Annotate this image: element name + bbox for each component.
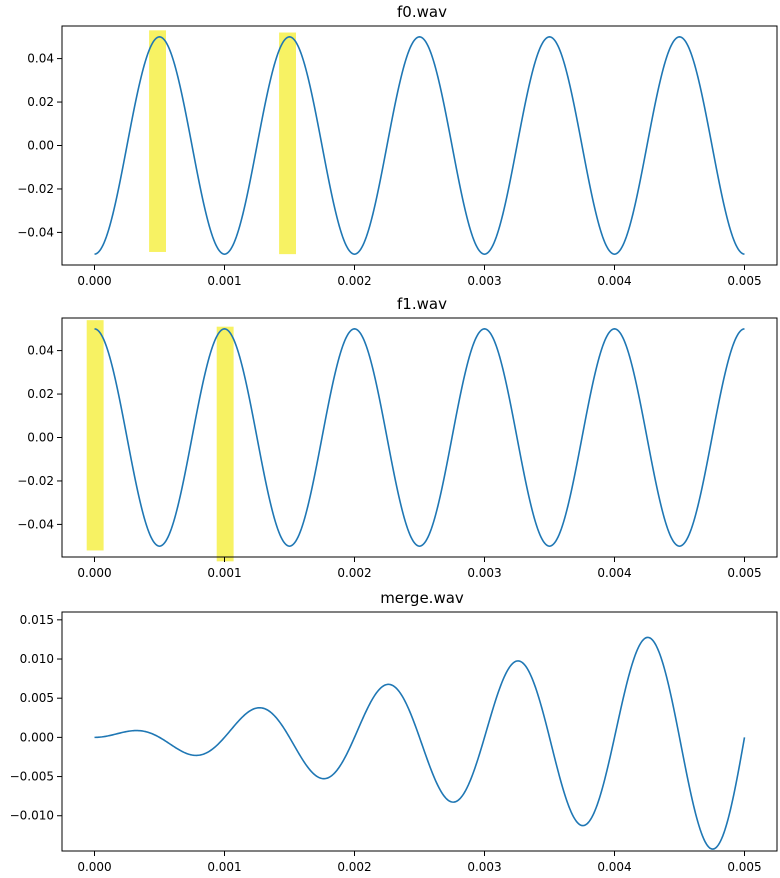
y-tick-label: 0.00 [27, 431, 54, 445]
series-line-1 [94, 36, 745, 255]
y-tick-label: 0.02 [27, 387, 54, 401]
y-tick-label: 0.000 [20, 730, 54, 744]
y-tick-label: 0.02 [27, 95, 54, 109]
x-tick-label: 0.002 [337, 566, 371, 580]
x-tick-label: 0.001 [207, 274, 241, 288]
x-tick-label: 0.002 [337, 860, 371, 874]
y-tick-label: 0.005 [20, 691, 54, 705]
y-tick-label: −0.02 [17, 182, 54, 196]
x-tick-label: 0.005 [727, 566, 761, 580]
series-line-1 [94, 328, 745, 547]
highlight-group [86, 320, 234, 562]
y-tick-label: −0.04 [17, 225, 54, 239]
subplot-f0: f0.wav 0.000 0.001 0.002 0.003 0.004 0.005 0.… [17, 3, 778, 288]
y-tick-label: 0.04 [27, 344, 54, 358]
y-tick-label: −0.010 [10, 809, 54, 823]
x-tick-label: 0.001 [207, 860, 241, 874]
y-tick-label: −0.02 [17, 474, 54, 488]
y-tick-label: 0.010 [20, 652, 54, 666]
y-axis: 0.015 0.010 0.005 0.000 −0.005 −0.010 [10, 613, 62, 823]
highlight-marker-2 [216, 326, 234, 562]
y-tick-label: 0.04 [27, 52, 54, 66]
x-axis: 0.000 0.001 0.002 0.003 0.004 0.005 [77, 557, 762, 580]
plot-frame [61, 25, 778, 266]
plot-frame [61, 611, 778, 852]
x-axis: 0.000 0.001 0.002 0.003 0.004 0.005 [77, 851, 762, 874]
x-tick-label: 0.004 [597, 274, 631, 288]
x-tick-label: 0.003 [467, 566, 501, 580]
x-tick-label: 0.000 [77, 566, 111, 580]
y-tick-label: −0.005 [10, 770, 54, 784]
highlight-marker-2 [279, 32, 296, 255]
plot-title: merge.wav [380, 589, 464, 607]
x-tick-label: 0.003 [467, 860, 501, 874]
subplot-f1: f1.wav 0.000 0.001 0.002 0.003 0.004 0.005 0.… [17, 295, 778, 580]
highlight-marker-1 [149, 30, 166, 252]
y-axis: 0.04 0.02 0.00 −0.02 −0.04 [17, 52, 62, 239]
x-tick-label: 0.005 [727, 274, 761, 288]
x-tick-label: 0.002 [337, 274, 371, 288]
x-tick-label: 0.000 [77, 860, 111, 874]
series-line [94, 636, 746, 850]
x-tick-label: 0.004 [597, 566, 631, 580]
y-tick-label: −0.04 [17, 517, 54, 531]
series-line-1 [94, 636, 746, 850]
x-tick-label: 0.003 [467, 274, 501, 288]
y-tick-label: 0.015 [20, 613, 54, 627]
plot-title: f1.wav [397, 295, 447, 313]
x-tick-label: 0.005 [727, 860, 761, 874]
subplot-merge: merge.wav 0.000 0.001 0.002 0.003 0.004 0.005… [10, 589, 778, 874]
series-line [94, 36, 745, 255]
plot-frame [61, 317, 778, 558]
y-tick-label: 0.00 [27, 139, 54, 153]
plot-title: f0.wav [397, 3, 447, 21]
x-tick-label: 0.001 [207, 566, 241, 580]
series-line [94, 328, 745, 547]
highlight-marker-1 [86, 320, 104, 551]
highlight-group [149, 30, 296, 255]
x-tick-label: 0.004 [597, 860, 631, 874]
y-axis: 0.04 0.02 0.00 −0.02 −0.04 [17, 344, 62, 531]
x-axis: 0.000 0.001 0.002 0.003 0.004 0.005 [77, 265, 762, 288]
x-tick-label: 0.000 [77, 274, 111, 288]
